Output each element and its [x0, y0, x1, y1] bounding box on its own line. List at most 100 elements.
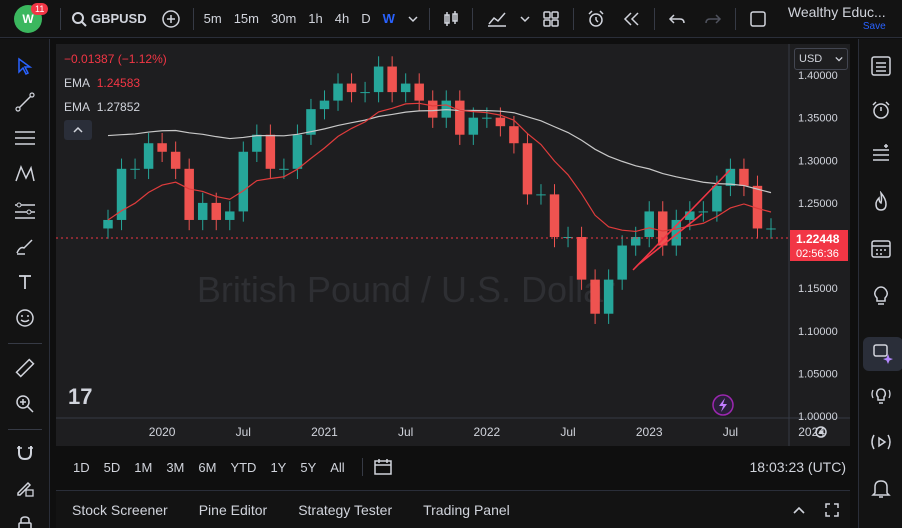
timeframe-15m[interactable]: 15m	[233, 11, 259, 26]
panel-tab-pine-editor[interactable]: Pine Editor	[198, 501, 268, 518]
cursor-tool[interactable]	[10, 51, 40, 81]
timeframe-30m[interactable]: 30m	[270, 11, 297, 26]
range-1y[interactable]: 1Y	[270, 459, 287, 475]
drawing-toolbar	[0, 39, 50, 528]
signals-button[interactable]	[866, 381, 896, 411]
time-tick-label: Jul	[560, 425, 575, 439]
candle-body	[400, 83, 411, 93]
horizontal-lines-icon	[15, 131, 35, 145]
panel-tab-strategy-tester[interactable]: Strategy Tester	[298, 501, 393, 518]
pattern-tool[interactable]	[10, 159, 40, 189]
brush-tool[interactable]	[10, 231, 40, 261]
bottom-panel-tabs: Stock Screener Pine Editor Strategy Tester…	[56, 490, 850, 528]
chevron-down-icon	[835, 56, 843, 62]
broadcast-button[interactable]	[866, 427, 896, 457]
range-ytd[interactable]: YTD	[230, 459, 257, 475]
hotlists-button[interactable]	[866, 187, 896, 217]
pattern-icon	[15, 165, 35, 182]
symbol-search[interactable]: GBPUSD	[65, 0, 153, 38]
candle-body	[103, 219, 113, 229]
calendar-button[interactable]	[866, 233, 896, 263]
chart-pane[interactable]: British Pound / U.S. Dollar 1.40000 1.350…	[56, 44, 850, 446]
notification-badge: 11	[31, 2, 49, 15]
text-tool[interactable]	[10, 267, 40, 297]
watchlist-button[interactable]	[866, 51, 896, 81]
notifications-button[interactable]	[866, 473, 896, 503]
alerts-button[interactable]	[866, 95, 896, 125]
divider	[653, 7, 655, 30]
app-logo[interactable]: W 11	[0, 0, 56, 38]
price-tick-label: 1.35000	[798, 113, 838, 125]
candle-body	[360, 92, 370, 94]
candle-body	[671, 219, 682, 246]
fib-tool[interactable]	[10, 123, 40, 153]
replay-button[interactable]	[614, 0, 650, 38]
utc-clock[interactable]: 18:03:23 (UTC)	[749, 459, 846, 475]
undo-button[interactable]	[659, 0, 695, 38]
divider	[734, 7, 736, 30]
ideas-button[interactable]	[866, 281, 896, 311]
candle-body	[130, 168, 140, 170]
range-1d[interactable]: 1D	[73, 459, 90, 475]
timeframe-w[interactable]: W	[382, 11, 395, 26]
redo-button[interactable]	[695, 0, 731, 38]
magnet-tool[interactable]	[10, 437, 40, 467]
lightning-icon[interactable]	[712, 394, 734, 416]
panel-tab-stock-screener[interactable]: Stock Screener	[72, 501, 168, 518]
candle-body	[725, 168, 736, 186]
trendline-drawing[interactable]	[632, 169, 731, 271]
candle-body	[427, 100, 438, 118]
timeframe-d[interactable]: D	[361, 11, 371, 26]
zoom-tool[interactable]	[10, 389, 40, 419]
chart-canvas[interactable]: British Pound / U.S. Dollar 1.40000 1.350…	[56, 44, 850, 446]
candle-body	[306, 109, 316, 135]
panel-tab-trading-panel[interactable]: Trading Panel	[423, 501, 510, 518]
date-range-button[interactable]	[373, 458, 393, 476]
timeframe-dropdown[interactable]	[401, 0, 425, 38]
fullscreen-button[interactable]	[740, 0, 776, 38]
lock-tool[interactable]	[10, 509, 40, 528]
measure-tool[interactable]	[10, 353, 40, 383]
settings-gear-icon[interactable]	[815, 426, 827, 438]
ema-legend-2[interactable]: EMA 1.27852	[64, 100, 141, 114]
range-5y[interactable]: 5Y	[300, 459, 317, 475]
ai-assistant-button[interactable]	[863, 337, 902, 371]
chart-type-button[interactable]	[434, 0, 468, 38]
candle-body	[157, 143, 167, 152]
emoji-tool[interactable]	[10, 303, 40, 333]
range-1m[interactable]: 1M	[134, 459, 153, 475]
indicators-button[interactable]	[477, 0, 517, 38]
magnet-icon	[17, 446, 33, 461]
timeframe-5m[interactable]: 5m	[203, 11, 222, 26]
time-tick-label: 2023	[636, 425, 663, 439]
collapse-panel-button[interactable]	[784, 505, 814, 515]
prediction-tool[interactable]	[10, 195, 40, 225]
timeframe-1h[interactable]: 1h	[308, 11, 323, 26]
range-5d[interactable]: 5D	[103, 459, 121, 475]
trendline-tool[interactable]	[10, 87, 40, 117]
trendline-icon	[15, 92, 35, 112]
candle-body	[455, 100, 465, 135]
lock-drawings-tool[interactable]	[10, 473, 40, 503]
layouts-button[interactable]	[533, 0, 569, 38]
layout-name-button[interactable]: Wealthy Educ... Save	[788, 4, 886, 31]
candle-body	[522, 143, 533, 195]
range-list: 1D 5D 1M 3M 6M YTD 1Y 5Y All	[56, 460, 352, 475]
range-3m[interactable]: 3M	[166, 459, 185, 475]
maximize-panel-button[interactable]	[814, 502, 850, 518]
compare-button[interactable]	[153, 0, 189, 38]
alarm-clock-icon	[588, 9, 604, 27]
ema-legend-1[interactable]: EMA 1.24583	[64, 76, 141, 90]
range-6m[interactable]: 6M	[198, 459, 217, 475]
alert-button[interactable]	[578, 0, 614, 38]
data-window-button[interactable]	[866, 139, 896, 169]
collapse-legend-button[interactable]	[64, 120, 92, 140]
currency-selector[interactable]: USD	[794, 48, 848, 70]
candle-body	[482, 117, 492, 119]
timeframe-4h[interactable]: 4h	[334, 11, 350, 26]
candle-body	[279, 168, 289, 170]
divider	[572, 7, 574, 30]
trendline-drawing[interactable]	[638, 213, 703, 265]
range-all[interactable]: All	[330, 459, 345, 475]
indicators-dropdown[interactable]	[517, 0, 533, 38]
